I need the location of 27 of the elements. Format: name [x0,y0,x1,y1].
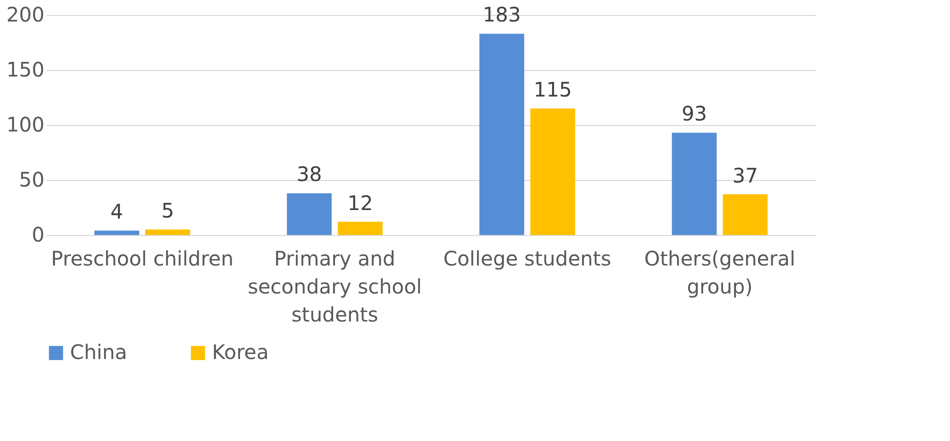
data-label: 5 [161,198,174,222]
data-label: 4 [110,200,124,224]
data-label: 38 [296,162,322,186]
bar [530,108,576,235]
bar [94,230,140,235]
data-label: 93 [682,102,708,126]
bar [338,222,383,235]
bar [286,193,332,235]
x-tick-label: Preschool children [50,246,234,270]
y-tick-label: 150 [6,58,44,82]
legend-label: China [70,340,128,364]
x-tick-label: Others(general group) [644,246,796,298]
bar [672,132,717,235]
legend-label: Korea [212,340,269,364]
y-tick-label: 100 [6,112,44,136]
x-tick-label: College students [443,246,612,270]
x-tick-label: Primary and secondary school students [248,246,422,326]
y-tick-label: 50 [19,168,44,192]
bar [479,34,524,235]
y-tick-label: 200 [6,2,44,26]
y-tick-label: 0 [32,222,44,246]
bar [145,230,190,235]
data-label: 183 [482,2,521,27]
data-label: 37 [732,163,758,188]
data-label: 12 [347,190,373,215]
data-label: 115 [534,78,572,102]
bar [722,194,768,235]
